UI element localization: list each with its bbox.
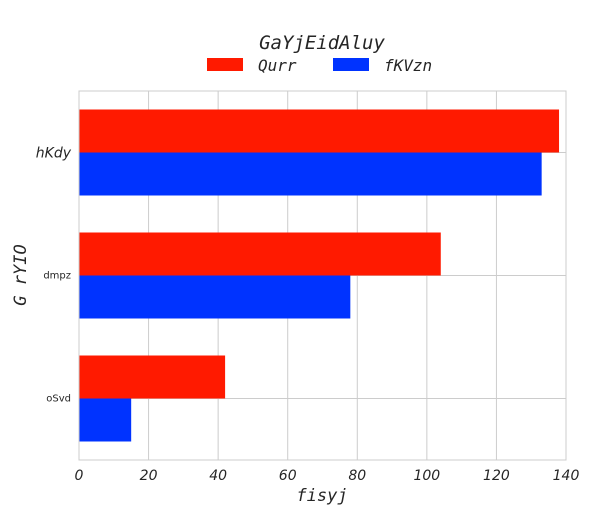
- legend-swatch-series-1: [207, 58, 243, 71]
- y-tick-label: hKdy: [36, 146, 72, 162]
- x-tick-label: 20: [140, 468, 158, 484]
- bars: [79, 109, 560, 442]
- bar-2: [79, 398, 132, 442]
- chart-title: GaYjEidAluy: [259, 32, 385, 54]
- x-tick-label: 120: [483, 468, 510, 484]
- bar-1: [79, 109, 560, 153]
- legend-swatch-series-2: [333, 58, 369, 71]
- y-tick-label: dmpz: [43, 271, 71, 282]
- plot-frame: [78, 90, 567, 461]
- y-axis-ticks: hKdy dmpz oSvd: [36, 146, 72, 405]
- legend-label-series-1: Qurr: [258, 56, 297, 75]
- y-axis-label: G rYIO: [11, 244, 31, 305]
- legend: Qurr fKVzn: [207, 56, 432, 75]
- bar-2: [79, 275, 351, 319]
- y-tick-label: oSvd: [46, 394, 71, 405]
- legend-label-series-2: fKVzn: [384, 56, 432, 75]
- x-tick-label: 100: [413, 468, 440, 484]
- bar-1: [79, 232, 441, 276]
- x-tick-label: 140: [553, 468, 580, 484]
- x-axis-label: fisyj: [296, 486, 347, 506]
- bar-2: [79, 152, 542, 196]
- x-tick-label: 40: [209, 468, 227, 484]
- x-tick-label: 60: [279, 468, 297, 484]
- x-tick-label: 0: [75, 468, 84, 484]
- x-axis-ticks: 0 20 40 60 80 100 120 140: [75, 468, 580, 484]
- x-tick-label: 80: [348, 468, 366, 484]
- bar-1: [79, 355, 226, 399]
